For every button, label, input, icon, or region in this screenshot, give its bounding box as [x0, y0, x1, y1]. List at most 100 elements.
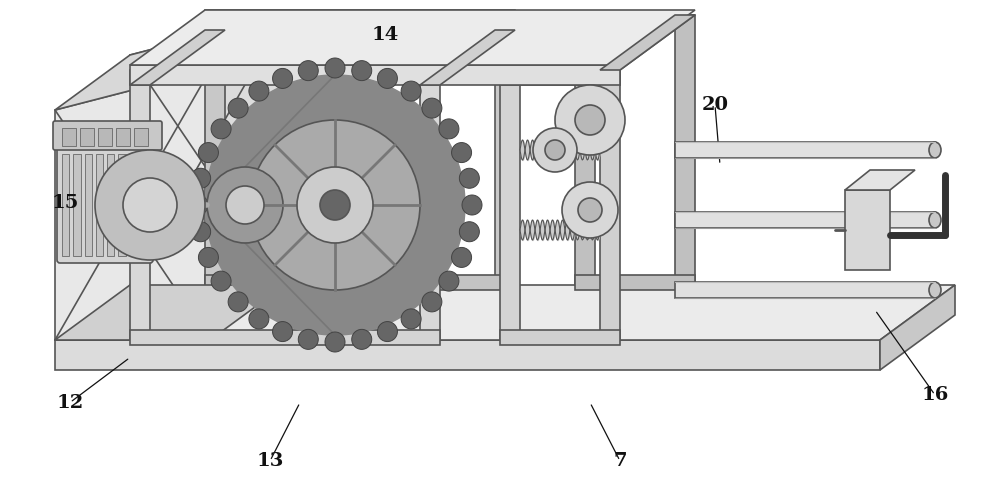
- Bar: [118, 154, 126, 256]
- Circle shape: [198, 142, 218, 163]
- Polygon shape: [675, 15, 695, 285]
- Bar: [62, 128, 76, 146]
- Circle shape: [228, 292, 248, 312]
- Text: 7: 7: [613, 452, 627, 470]
- Text: 12: 12: [56, 394, 84, 411]
- Circle shape: [249, 81, 269, 101]
- Polygon shape: [500, 15, 595, 70]
- Polygon shape: [600, 15, 695, 70]
- Bar: [141, 154, 148, 256]
- Circle shape: [377, 322, 397, 342]
- Polygon shape: [575, 275, 695, 290]
- Circle shape: [325, 332, 345, 352]
- Bar: [84, 154, 92, 256]
- Polygon shape: [130, 330, 440, 345]
- Circle shape: [401, 309, 421, 329]
- Polygon shape: [55, 340, 880, 370]
- Circle shape: [325, 58, 345, 78]
- Circle shape: [273, 68, 293, 88]
- Polygon shape: [205, 15, 225, 285]
- Circle shape: [123, 178, 177, 232]
- Circle shape: [226, 186, 264, 224]
- Ellipse shape: [929, 142, 941, 158]
- Text: 14: 14: [371, 26, 399, 44]
- Ellipse shape: [929, 282, 941, 298]
- Circle shape: [198, 248, 218, 268]
- Text: 15: 15: [51, 194, 79, 212]
- Circle shape: [422, 98, 442, 118]
- Polygon shape: [55, 285, 285, 340]
- Text: 13: 13: [256, 452, 284, 470]
- Circle shape: [249, 309, 269, 329]
- Text: 20: 20: [702, 96, 728, 114]
- Bar: [80, 128, 94, 146]
- Circle shape: [401, 81, 421, 101]
- Circle shape: [578, 198, 602, 222]
- Polygon shape: [675, 282, 935, 298]
- Polygon shape: [55, 285, 955, 340]
- Circle shape: [439, 271, 459, 291]
- Circle shape: [211, 119, 231, 139]
- Circle shape: [95, 150, 205, 260]
- Circle shape: [459, 222, 479, 242]
- Circle shape: [188, 195, 208, 215]
- Text: 16: 16: [921, 386, 949, 404]
- Circle shape: [562, 182, 618, 238]
- Circle shape: [377, 68, 397, 88]
- Polygon shape: [55, 15, 285, 110]
- Polygon shape: [500, 15, 695, 70]
- Circle shape: [297, 167, 373, 243]
- Bar: [130, 154, 137, 256]
- Circle shape: [452, 142, 472, 163]
- Bar: [62, 154, 69, 256]
- Bar: [107, 154, 114, 256]
- Polygon shape: [500, 70, 620, 85]
- Polygon shape: [500, 70, 520, 340]
- Circle shape: [352, 330, 372, 349]
- Circle shape: [533, 128, 577, 172]
- Circle shape: [462, 195, 482, 215]
- Circle shape: [545, 140, 565, 160]
- Polygon shape: [205, 275, 515, 290]
- Polygon shape: [205, 10, 515, 30]
- Circle shape: [191, 168, 211, 188]
- FancyBboxPatch shape: [57, 147, 153, 263]
- Circle shape: [352, 60, 372, 80]
- Bar: [96, 154, 103, 256]
- Polygon shape: [130, 10, 695, 65]
- Circle shape: [207, 167, 283, 243]
- Bar: [134, 128, 148, 146]
- Circle shape: [575, 105, 605, 135]
- Circle shape: [298, 330, 318, 349]
- Polygon shape: [675, 212, 935, 228]
- Bar: [116, 128, 130, 146]
- Circle shape: [320, 190, 350, 220]
- Polygon shape: [675, 142, 935, 158]
- Circle shape: [422, 292, 442, 312]
- Ellipse shape: [929, 212, 941, 228]
- Polygon shape: [575, 15, 595, 285]
- Circle shape: [228, 98, 248, 118]
- Bar: [98, 128, 112, 146]
- Polygon shape: [55, 70, 210, 340]
- Polygon shape: [130, 30, 225, 85]
- Circle shape: [273, 322, 293, 342]
- Circle shape: [250, 120, 420, 290]
- Polygon shape: [420, 70, 440, 340]
- Polygon shape: [130, 65, 620, 85]
- Polygon shape: [495, 15, 515, 285]
- Polygon shape: [880, 285, 955, 370]
- Polygon shape: [420, 30, 515, 85]
- Circle shape: [452, 248, 472, 268]
- Bar: [73, 154, 80, 256]
- Circle shape: [298, 60, 318, 80]
- Circle shape: [459, 168, 479, 188]
- Polygon shape: [130, 70, 150, 340]
- FancyBboxPatch shape: [53, 121, 162, 150]
- Circle shape: [211, 271, 231, 291]
- Polygon shape: [845, 190, 890, 270]
- Polygon shape: [205, 75, 465, 335]
- Circle shape: [439, 119, 459, 139]
- Polygon shape: [600, 70, 620, 340]
- Polygon shape: [130, 15, 285, 285]
